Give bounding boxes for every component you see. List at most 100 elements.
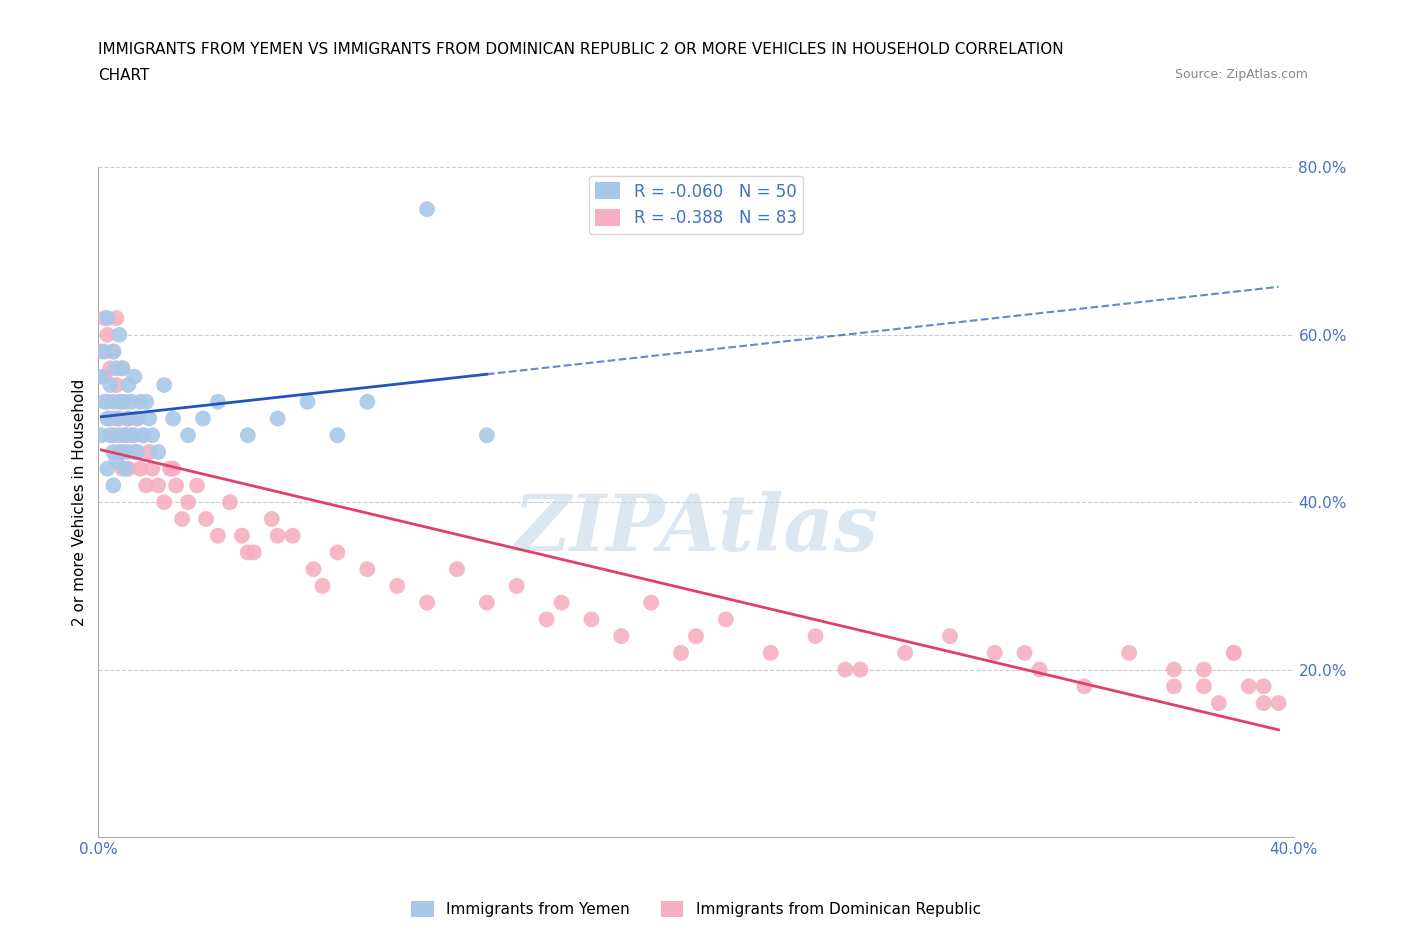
- Point: [685, 629, 707, 644]
- Point: [1223, 645, 1246, 660]
- Point: [1253, 679, 1275, 694]
- Point: [610, 629, 633, 644]
- Point: [117, 445, 139, 459]
- Point: [162, 461, 184, 476]
- Point: [267, 528, 290, 543]
- Point: [135, 394, 157, 409]
- Point: [177, 495, 200, 510]
- Point: [834, 662, 856, 677]
- Point: [311, 578, 333, 593]
- Point: [98, 361, 122, 376]
- Point: [96, 311, 118, 325]
- Point: [132, 428, 155, 443]
- Point: [1118, 645, 1140, 660]
- Y-axis label: 2 or more Vehicles in Household: 2 or more Vehicles in Household: [72, 379, 87, 626]
- Point: [124, 428, 146, 443]
- Point: [105, 311, 128, 325]
- Point: [120, 394, 142, 409]
- Point: [849, 662, 872, 677]
- Point: [90, 369, 112, 384]
- Point: [446, 562, 468, 577]
- Point: [93, 369, 115, 384]
- Point: [281, 528, 304, 543]
- Point: [669, 645, 692, 660]
- Point: [159, 461, 181, 476]
- Point: [103, 428, 125, 443]
- Point: [326, 545, 349, 560]
- Point: [117, 461, 139, 476]
- Point: [302, 562, 325, 577]
- Point: [129, 394, 152, 409]
- Point: [326, 428, 349, 443]
- Point: [138, 411, 160, 426]
- Legend: Immigrants from Yemen, Immigrants from Dominican Republic: Immigrants from Yemen, Immigrants from D…: [405, 895, 987, 923]
- Point: [117, 378, 139, 392]
- Point: [93, 394, 115, 409]
- Point: [1267, 696, 1289, 711]
- Point: [1253, 696, 1275, 711]
- Point: [894, 645, 917, 660]
- Point: [105, 411, 128, 426]
- Point: [132, 428, 155, 443]
- Point: [96, 411, 118, 426]
- Point: [297, 394, 319, 409]
- Point: [114, 461, 136, 476]
- Point: [1163, 679, 1185, 694]
- Point: [385, 578, 409, 593]
- Point: [581, 612, 603, 627]
- Point: [804, 629, 827, 644]
- Point: [141, 461, 163, 476]
- Point: [640, 595, 662, 610]
- Point: [108, 327, 131, 342]
- Point: [124, 445, 146, 459]
- Point: [105, 453, 128, 468]
- Point: [475, 595, 498, 610]
- Point: [148, 445, 170, 459]
- Point: [138, 445, 160, 459]
- Point: [114, 394, 136, 409]
- Point: [194, 512, 218, 526]
- Point: [129, 461, 152, 476]
- Point: [103, 344, 125, 359]
- Point: [506, 578, 529, 593]
- Point: [153, 495, 176, 510]
- Point: [90, 344, 112, 359]
- Point: [1014, 645, 1036, 660]
- Point: [714, 612, 737, 627]
- Point: [93, 344, 115, 359]
- Point: [356, 394, 378, 409]
- Point: [186, 478, 208, 493]
- Point: [111, 445, 134, 459]
- Point: [153, 378, 176, 392]
- Point: [90, 428, 112, 443]
- Point: [162, 411, 184, 426]
- Point: [172, 512, 194, 526]
- Point: [111, 461, 134, 476]
- Point: [1163, 662, 1185, 677]
- Point: [124, 369, 146, 384]
- Point: [111, 361, 134, 376]
- Point: [105, 361, 128, 376]
- Point: [103, 344, 125, 359]
- Point: [93, 311, 115, 325]
- Point: [759, 645, 782, 660]
- Point: [141, 428, 163, 443]
- Point: [207, 528, 229, 543]
- Point: [127, 411, 149, 426]
- Point: [1237, 679, 1260, 694]
- Point: [236, 428, 259, 443]
- Point: [1223, 645, 1246, 660]
- Point: [117, 411, 139, 426]
- Point: [983, 645, 1005, 660]
- Point: [416, 202, 439, 217]
- Point: [1073, 679, 1095, 694]
- Point: [127, 411, 149, 426]
- Point: [260, 512, 283, 526]
- Point: [1192, 679, 1215, 694]
- Point: [416, 595, 439, 610]
- Point: [108, 394, 131, 409]
- Point: [96, 394, 118, 409]
- Point: [1192, 662, 1215, 677]
- Point: [105, 378, 128, 392]
- Point: [267, 411, 290, 426]
